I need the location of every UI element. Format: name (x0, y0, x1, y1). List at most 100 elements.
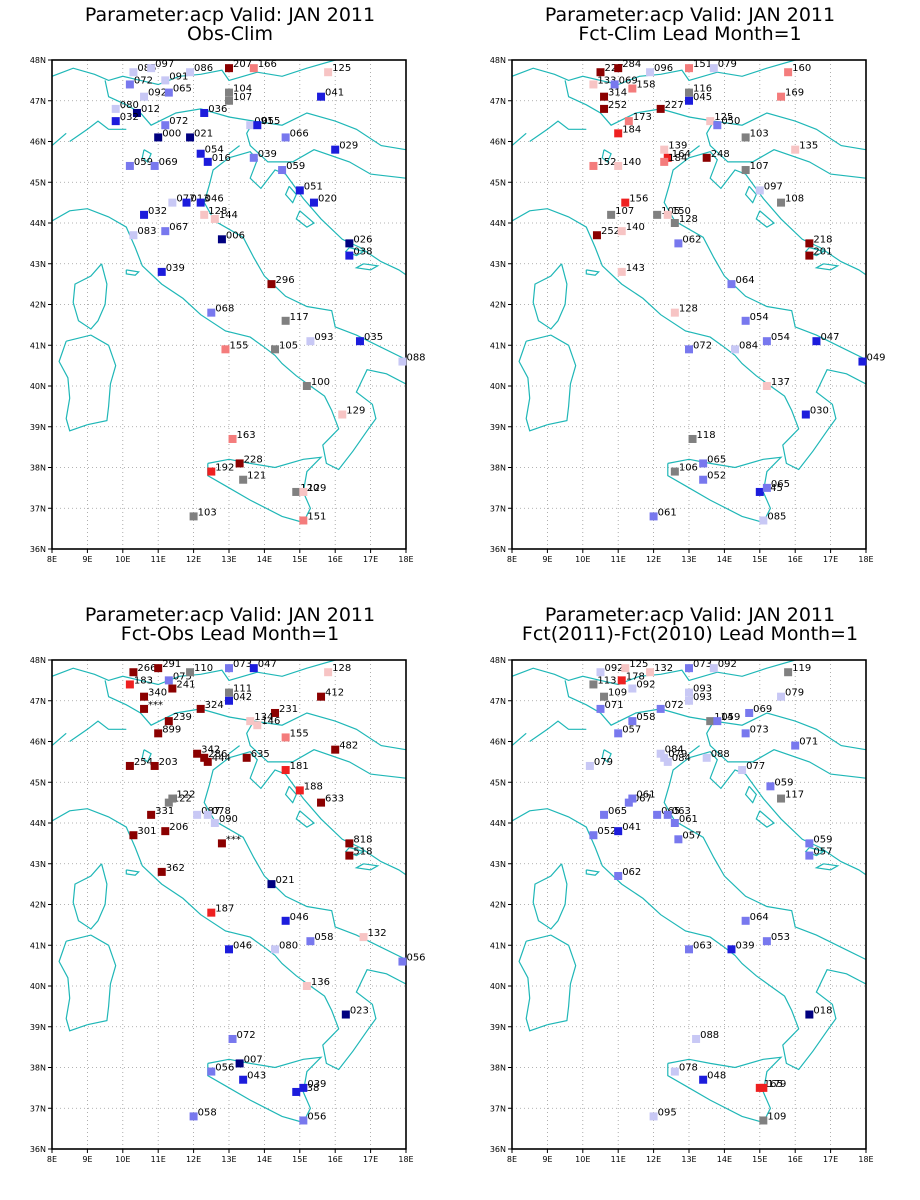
coast-line (663, 751, 866, 961)
y-tick-label: 41N (490, 941, 506, 950)
station-marker (762, 382, 771, 390)
station-marker (324, 68, 333, 77)
y-tick-label: 47N (490, 697, 506, 706)
station-value-label: 032 (120, 112, 139, 123)
station-marker (161, 827, 170, 836)
station-value-label: 006 (226, 230, 245, 241)
station-value-label: 065 (707, 454, 726, 465)
station-marker (685, 96, 693, 105)
station-value-label: 125 (714, 112, 733, 123)
y-tick-label: 48N (30, 56, 46, 65)
y-tick-label: 44N (30, 219, 46, 228)
station-marker (317, 92, 326, 101)
station-marker (685, 345, 693, 354)
station-marker (600, 104, 609, 113)
station-marker (140, 210, 149, 219)
station-marker (685, 664, 693, 673)
coast-line (52, 208, 406, 471)
coastline (52, 660, 406, 1124)
station-value-label: 045 (693, 92, 712, 103)
coast-line (141, 149, 152, 163)
map-plot: 8E 9E 10E 11E 12E 13E 14E 15E 16E 17E 18E 36N 37N 38N… (30, 56, 426, 564)
coast-line (141, 749, 152, 763)
chart-panel-fct-diff: Parameter:acp Valid: JAN 2011 Fct(2011)-… (460, 600, 920, 1180)
map-plot: 8E 9E 10E 11E 12E 13E 14E 15E 16E 17E 18E 36N 37N 38N… (490, 656, 874, 1164)
station-value-label: 036 (208, 104, 227, 115)
station-value-label: 016 (212, 153, 231, 164)
coast-line (688, 145, 700, 155)
station-marker (653, 810, 662, 819)
x-tick-label: 9E (542, 555, 552, 564)
station-value-label: 092 (718, 659, 737, 670)
station-marker (161, 76, 170, 85)
station-marker (207, 908, 216, 917)
station-value-label: 052 (597, 826, 616, 837)
station-marker (207, 467, 216, 476)
station-value-label: 331 (155, 806, 174, 817)
y-tick-label: 41N (490, 341, 506, 350)
station-value-label: 166 (258, 59, 277, 70)
y-tick-label: 48N (490, 56, 506, 65)
coast-line (755, 810, 776, 828)
coast-line (58, 334, 117, 432)
station-value-label: 113 (597, 675, 616, 686)
station-marker (147, 810, 156, 819)
station-value-label: 056 (307, 1111, 326, 1122)
station-marker (281, 766, 290, 775)
station-marker (164, 798, 173, 807)
x-tick-label: 14E (257, 1155, 272, 1164)
station-marker (777, 692, 786, 701)
station-value-label: 059 (813, 834, 832, 845)
station-marker (741, 316, 750, 325)
station-marker (801, 410, 810, 419)
station-marker (129, 831, 138, 840)
station-marker (150, 161, 159, 170)
station-value-label: 062 (682, 234, 701, 245)
coast-line (601, 749, 612, 763)
station-value-label: 178 (626, 671, 645, 682)
station-marker (324, 668, 333, 677)
station-value-label: 063 (672, 806, 691, 817)
station-marker (302, 382, 311, 390)
station-value-label: 252 (608, 100, 627, 111)
station-value-label: 128 (679, 214, 698, 225)
station-value-label: 071 (605, 700, 624, 711)
station-value-label: 062 (622, 867, 641, 878)
coast-line (69, 120, 127, 142)
station-value-label: 128 (332, 663, 351, 674)
station-value-label: 183 (134, 675, 153, 686)
station-marker (670, 1067, 679, 1076)
station-marker (196, 198, 205, 207)
station-value-label: 078 (212, 806, 231, 817)
y-tick-label: 38N (30, 464, 46, 473)
station-value-label: 064 (750, 912, 769, 923)
station-value-label: 136 (311, 977, 330, 988)
x-tick-label: 16E (788, 555, 803, 564)
x-tick-label: 8E (47, 555, 57, 564)
station-value-label: 069 (159, 157, 178, 168)
station-marker (649, 512, 658, 521)
station-marker (600, 92, 609, 101)
station-marker (628, 684, 637, 693)
station-marker (125, 680, 134, 689)
station-value-label: 184 (622, 124, 641, 135)
station-marker (309, 198, 318, 207)
station-marker (621, 664, 630, 673)
station-marker (132, 108, 141, 117)
x-tick-label: 14E (717, 1155, 732, 1164)
coast-line (532, 263, 568, 330)
chart-title: Parameter:acp Valid: JAN 2011 (84, 4, 376, 26)
station-value-label: 000 (162, 128, 181, 139)
station-value-label: 088 (700, 1030, 719, 1041)
coastline (52, 60, 406, 524)
station-marker (702, 153, 711, 162)
station-value-label: 362 (166, 863, 185, 874)
y-tick-label: 45N (490, 778, 506, 787)
y-tick-label: 47N (490, 97, 506, 106)
station-value-label: 093 (693, 692, 712, 703)
station-value-label: 046 (205, 194, 224, 205)
station-marker (592, 231, 601, 240)
station-value-label: 122 (176, 790, 195, 801)
y-tick-label: 42N (490, 301, 506, 310)
station-marker (246, 717, 255, 726)
